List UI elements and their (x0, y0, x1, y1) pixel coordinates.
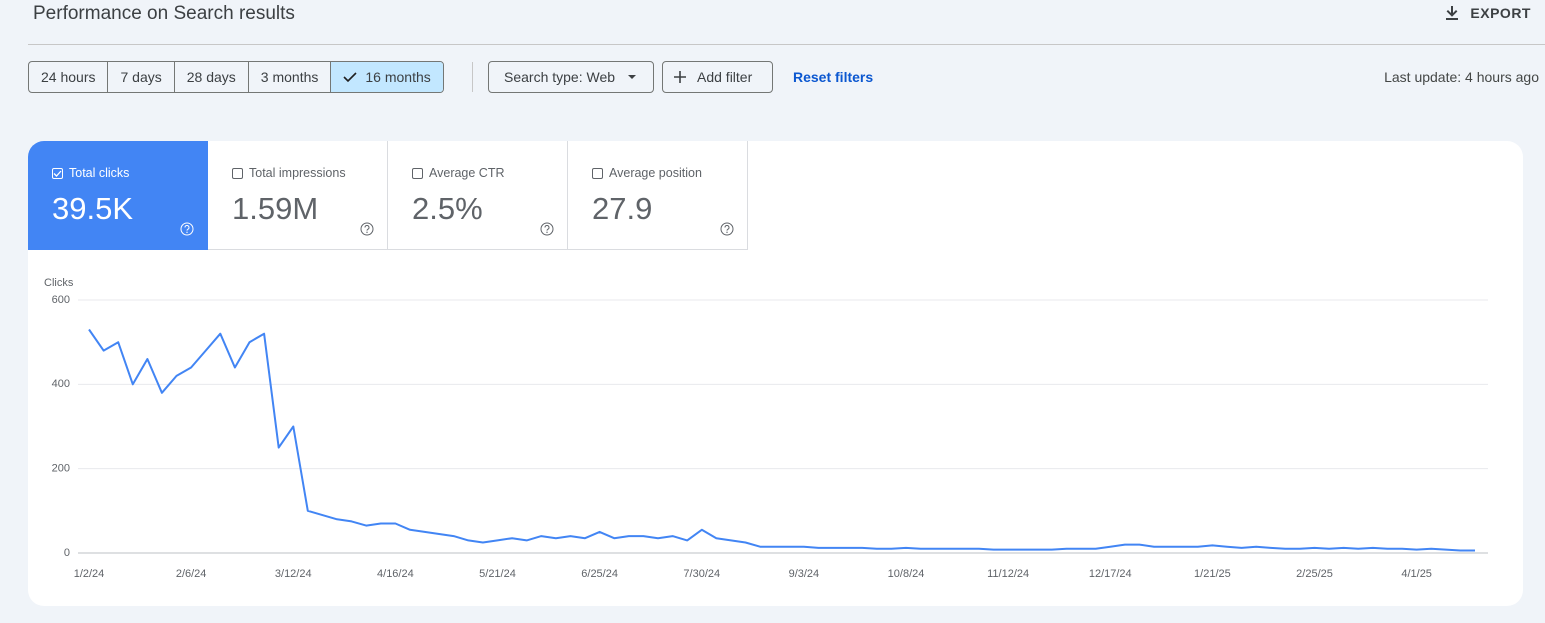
checkbox[interactable] (412, 167, 423, 179)
check-icon (53, 170, 62, 177)
add-filter-label: Add filter (697, 69, 753, 85)
help-mark (544, 224, 550, 231)
search-type-label: Search type: Web (504, 69, 616, 85)
checkbox[interactable] (592, 167, 603, 179)
help-icon (360, 222, 374, 236)
range-button[interactable]: 16 months (331, 62, 443, 92)
x-tick-label: 4/1/25 (1401, 568, 1432, 580)
metric-tile[interactable]: Average CTR 2.5% (388, 141, 568, 250)
x-tick-label: 12/17/24 (1089, 568, 1132, 580)
performance-card: Total clicks 39.5K Total impressions 1.59M A… (28, 141, 1523, 606)
x-tick-label: 11/12/24 (987, 568, 1029, 580)
check (343, 72, 357, 83)
help-dot (546, 231, 548, 233)
metric-label-row: Average CTR (412, 166, 505, 180)
y-tick-label: 0 (64, 547, 70, 559)
help-icon (540, 222, 554, 236)
chart: Clicks 0 200 400 600 1/2/24 2/6/24 3/12/24 4/16… (44, 277, 1488, 580)
metric-label-row: Total impressions (232, 166, 346, 180)
help-circle (180, 222, 194, 236)
metric-tile[interactable]: Average position 27.9 (568, 141, 748, 250)
x-tick-label: 1/21/25 (1194, 568, 1231, 580)
range-selector: 24 hours 7 days 28 days 3 months 16 months (28, 61, 444, 93)
range-label: 28 days (186, 69, 236, 85)
search-type-dropdown[interactable]: Search type: Web (488, 61, 654, 93)
range-label: 3 months (260, 69, 319, 85)
x-tick-label: 7/30/24 (683, 568, 720, 580)
help-circle (540, 222, 554, 236)
x-tick-label: 1/2/24 (74, 568, 105, 580)
metric-value: 1.59M (232, 191, 319, 226)
checkbox[interactable] (52, 167, 63, 179)
help-mark (184, 224, 190, 231)
y-tick-label: 600 (52, 294, 70, 306)
help-dot (726, 231, 728, 233)
metric-label: Total clicks (69, 166, 130, 180)
metric-label-row: Average position (592, 166, 702, 180)
last-update: Last update: 4 hours ago (1384, 69, 1539, 85)
help-icon (720, 222, 734, 236)
metric-label-row: Total clicks (52, 166, 129, 180)
export-label: EXPORT (1470, 5, 1531, 21)
metric-label: Average position (609, 166, 702, 180)
plus-icon (674, 71, 686, 83)
y-tick-label: 400 (52, 378, 70, 390)
page-title: Performance on Search results (33, 3, 295, 24)
divider (28, 44, 1545, 45)
help-circle (360, 222, 374, 236)
metric-label: Average CTR (429, 166, 505, 180)
x-tick-label: 2/6/24 (176, 568, 207, 580)
metric-value: 39.5K (52, 191, 134, 226)
metric-tile[interactable]: Total clicks 39.5K (28, 141, 208, 250)
add-filter-button[interactable]: Add filter (662, 61, 773, 93)
range-button[interactable]: 28 days (175, 62, 249, 92)
range-label: 24 hours (41, 69, 96, 85)
metric-label: Total impressions (249, 166, 346, 180)
check (53, 170, 62, 177)
metric-value: 27.9 (592, 191, 653, 226)
metric-value: 2.5% (412, 191, 483, 226)
reset-filters-link[interactable]: Reset filters (793, 69, 874, 85)
range-label: 16 months (365, 69, 431, 85)
download-icon (1446, 6, 1459, 20)
check-icon (343, 72, 357, 83)
range-button[interactable]: 3 months (249, 62, 332, 92)
clicks-line (88, 328, 1475, 552)
x-tick-label: 3/12/24 (275, 568, 312, 580)
y-tick-label: 200 (52, 463, 70, 475)
help-icon (180, 222, 194, 236)
metric-tile[interactable]: Total impressions 1.59M (208, 141, 388, 250)
range-button[interactable]: 24 hours (29, 62, 109, 92)
x-tick-label: 4/16/24 (377, 568, 414, 580)
export-button[interactable]: EXPORT (1444, 5, 1531, 21)
x-tick-label: 10/8/24 (888, 568, 925, 580)
x-tick-label: 2/25/25 (1296, 568, 1333, 580)
separator (472, 62, 473, 92)
x-tick-label: 5/21/24 (479, 568, 516, 580)
x-tick-label: 9/3/24 (789, 568, 820, 580)
help-dot (366, 231, 368, 233)
range-label: 7 days (120, 69, 162, 85)
range-button[interactable]: 7 days (108, 62, 175, 92)
dropdown-arrow (628, 75, 637, 79)
y-axis-label: Clicks (44, 277, 74, 289)
help-circle (720, 222, 734, 236)
help-dot (186, 231, 188, 233)
x-tick-label: 6/25/24 (581, 568, 618, 580)
help-mark (724, 224, 730, 231)
checkbox[interactable] (232, 167, 243, 179)
help-mark (364, 224, 370, 231)
